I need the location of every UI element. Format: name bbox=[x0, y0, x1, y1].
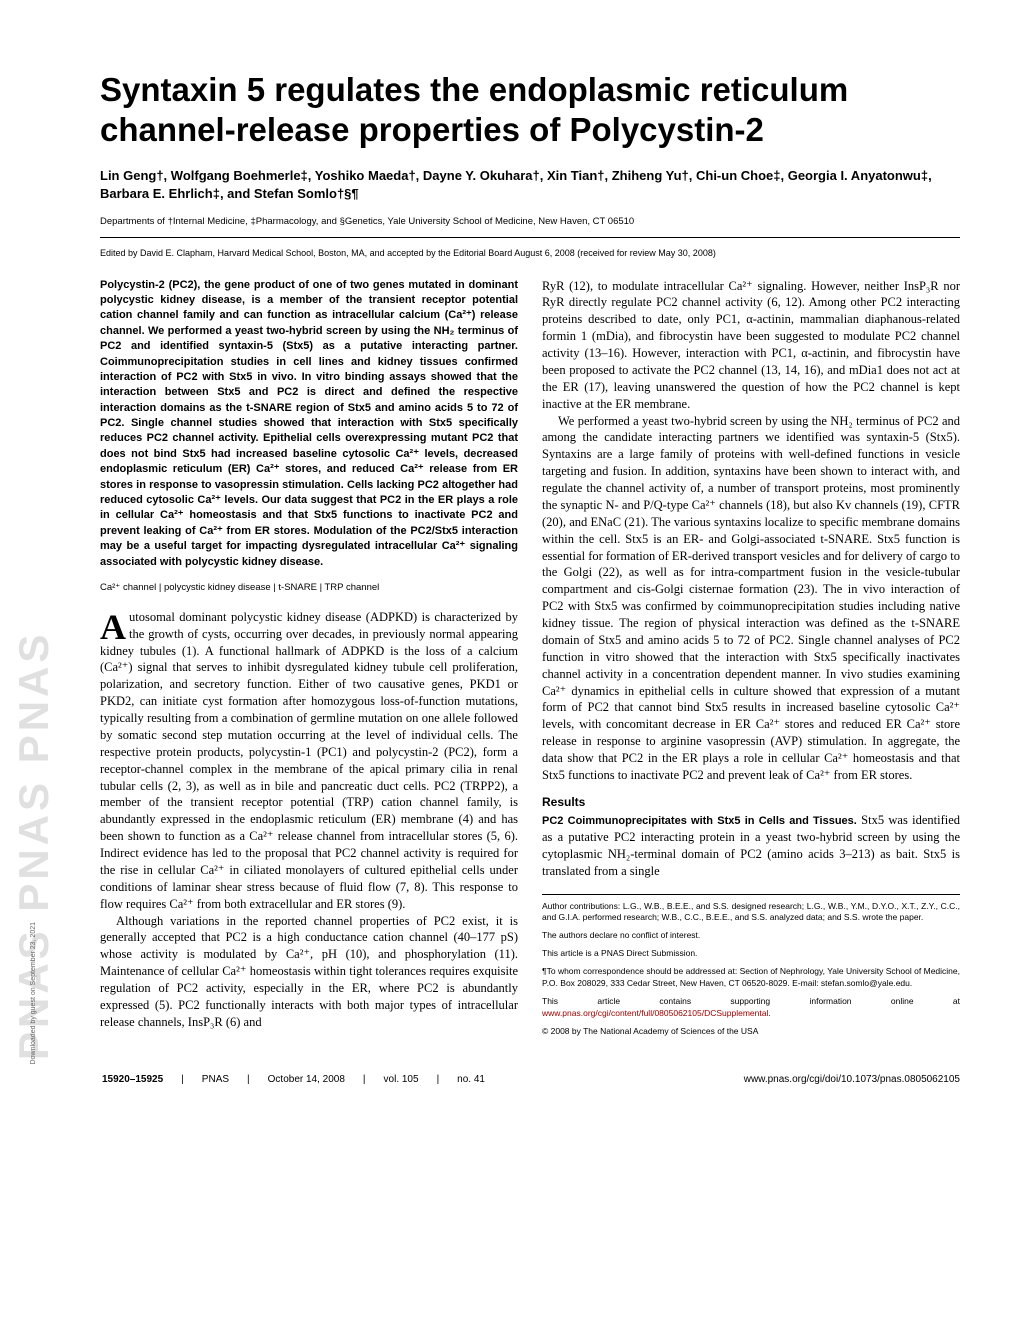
article-title: Syntaxin 5 regulates the endoplasmic ret… bbox=[100, 70, 960, 149]
col2-para-1: RyR (12), to modulate intracellular Ca²⁺… bbox=[542, 278, 960, 413]
fn5-post: . bbox=[768, 1008, 770, 1018]
footer-pages: 15920–15925 bbox=[100, 1074, 165, 1085]
footer-left: 15920–15925 | PNAS | October 14, 2008 | … bbox=[100, 1074, 487, 1085]
article-body: Polycystin-2 (PC2), the gene product of … bbox=[100, 278, 960, 1044]
results-para: PC2 Coimmunoprecipitates with Stx5 in Ce… bbox=[542, 812, 960, 880]
keywords: Ca²⁺ channel | polycystic kidney disease… bbox=[100, 582, 518, 595]
footer-vol: vol. 105 bbox=[382, 1074, 421, 1085]
footer-no: no. 41 bbox=[455, 1074, 487, 1085]
footer-doi: www.pnas.org/cgi/doi/10.1073/pnas.080506… bbox=[744, 1074, 960, 1085]
supplemental-link[interactable]: www.pnas.org/cgi/content/full/0805062105… bbox=[542, 1008, 768, 1018]
footnote-copyright: © 2008 by The National Academy of Scienc… bbox=[542, 1026, 960, 1038]
dropcap: A bbox=[100, 609, 129, 643]
intro-para-1-text: utosomal dominant polycystic kidney dise… bbox=[100, 610, 518, 911]
article-affiliations: Departments of †Internal Medicine, ‡Phar… bbox=[100, 216, 960, 227]
footnote-contributions: Author contributions: L.G., W.B., B.E.E.… bbox=[542, 901, 960, 925]
footer-date: October 14, 2008 bbox=[266, 1074, 347, 1085]
article-page: Syntaxin 5 regulates the endoplasmic ret… bbox=[0, 0, 1020, 1125]
fn5-pre: This article contains supporting informa… bbox=[542, 996, 960, 1006]
header-divider bbox=[100, 237, 960, 238]
footnote-supporting: This article contains supporting informa… bbox=[542, 996, 960, 1020]
footnote-divider bbox=[542, 894, 960, 895]
footnote-submission: This article is a PNAS Direct Submission… bbox=[542, 948, 960, 960]
intro-para-2: Although variations in the reported chan… bbox=[100, 913, 518, 1031]
intro-para-1: Autosomal dominant polycystic kidney dis… bbox=[100, 609, 518, 913]
abstract: Polycystin-2 (PC2), the gene product of … bbox=[100, 278, 518, 570]
download-note: Downloaded by guest on September 23, 202… bbox=[30, 922, 37, 1064]
footer-journal: PNAS bbox=[200, 1074, 231, 1085]
editor-note: Edited by David E. Clapham, Harvard Medi… bbox=[100, 248, 960, 266]
footnote-correspondence: ¶To whom correspondence should be addres… bbox=[542, 966, 960, 990]
footnote-conflict: The authors declare no conflict of inter… bbox=[542, 930, 960, 942]
results-heading: Results bbox=[542, 794, 960, 810]
results-subheading: PC2 Coimmunoprecipitates with Stx5 in Ce… bbox=[542, 815, 857, 827]
col2-para-2: We performed a yeast two-hybrid screen b… bbox=[542, 413, 960, 784]
article-authors: Lin Geng†, Wolfgang Boehmerle‡, Yoshiko … bbox=[100, 167, 960, 203]
page-footer: 15920–15925 | PNAS | October 14, 2008 | … bbox=[100, 1068, 960, 1085]
